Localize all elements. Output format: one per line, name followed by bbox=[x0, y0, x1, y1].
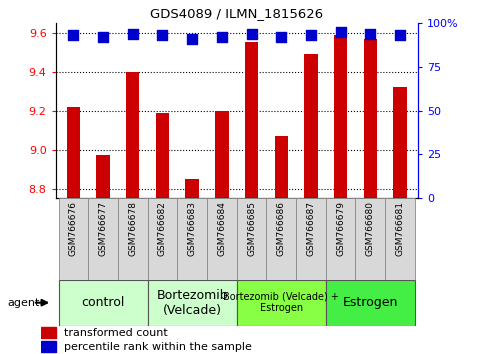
Point bbox=[70, 33, 77, 38]
Bar bbox=[41, 341, 56, 353]
Bar bbox=[148, 198, 177, 280]
Text: GSM766683: GSM766683 bbox=[187, 201, 197, 256]
Bar bbox=[385, 198, 415, 280]
Point bbox=[277, 34, 285, 40]
Point bbox=[129, 31, 137, 36]
Point bbox=[188, 36, 196, 42]
Text: GSM766680: GSM766680 bbox=[366, 201, 375, 256]
Text: Bortezomib
(Velcade): Bortezomib (Velcade) bbox=[156, 289, 228, 317]
Text: GSM766678: GSM766678 bbox=[128, 201, 137, 256]
Bar bbox=[355, 198, 385, 280]
Text: GSM766686: GSM766686 bbox=[277, 201, 286, 256]
Bar bbox=[156, 113, 169, 198]
Bar bbox=[118, 198, 148, 280]
Text: GSM766687: GSM766687 bbox=[306, 201, 315, 256]
Text: GSM766684: GSM766684 bbox=[217, 201, 227, 256]
Bar bbox=[237, 198, 266, 280]
Bar bbox=[88, 198, 118, 280]
Bar bbox=[266, 198, 296, 280]
Text: GSM766676: GSM766676 bbox=[69, 201, 78, 256]
Bar bbox=[148, 280, 237, 326]
Bar bbox=[185, 179, 199, 198]
Bar bbox=[97, 155, 110, 198]
Text: GSM766679: GSM766679 bbox=[336, 201, 345, 256]
Bar bbox=[274, 136, 288, 198]
Point bbox=[218, 34, 226, 40]
Bar bbox=[41, 327, 56, 338]
Text: percentile rank within the sample: percentile rank within the sample bbox=[64, 342, 252, 352]
Point bbox=[248, 31, 256, 36]
Bar bbox=[58, 280, 148, 326]
Text: transformed count: transformed count bbox=[64, 328, 168, 338]
Text: Bortezomib (Velcade) +
Estrogen: Bortezomib (Velcade) + Estrogen bbox=[223, 292, 339, 314]
Text: GSM766681: GSM766681 bbox=[396, 201, 404, 256]
Bar bbox=[237, 280, 326, 326]
Point bbox=[367, 31, 374, 36]
Bar bbox=[58, 198, 88, 280]
Bar bbox=[177, 198, 207, 280]
Bar bbox=[364, 39, 377, 198]
Text: control: control bbox=[81, 296, 125, 309]
Bar bbox=[207, 198, 237, 280]
Bar bbox=[296, 198, 326, 280]
Point bbox=[99, 34, 107, 40]
Text: GSM766682: GSM766682 bbox=[158, 201, 167, 256]
Text: Estrogen: Estrogen bbox=[342, 296, 398, 309]
Text: agent: agent bbox=[7, 298, 40, 308]
Bar bbox=[126, 72, 140, 198]
Text: GSM766685: GSM766685 bbox=[247, 201, 256, 256]
Bar bbox=[304, 54, 318, 198]
Title: GDS4089 / ILMN_1815626: GDS4089 / ILMN_1815626 bbox=[150, 7, 323, 21]
Bar bbox=[334, 35, 347, 198]
Bar bbox=[326, 280, 415, 326]
Point bbox=[307, 33, 315, 38]
Point bbox=[158, 33, 166, 38]
Bar bbox=[393, 87, 407, 198]
Point bbox=[337, 29, 344, 35]
Bar bbox=[215, 110, 228, 198]
Bar bbox=[67, 107, 80, 198]
Bar bbox=[326, 198, 355, 280]
Point bbox=[396, 33, 404, 38]
Bar bbox=[245, 42, 258, 198]
Text: GSM766677: GSM766677 bbox=[99, 201, 108, 256]
